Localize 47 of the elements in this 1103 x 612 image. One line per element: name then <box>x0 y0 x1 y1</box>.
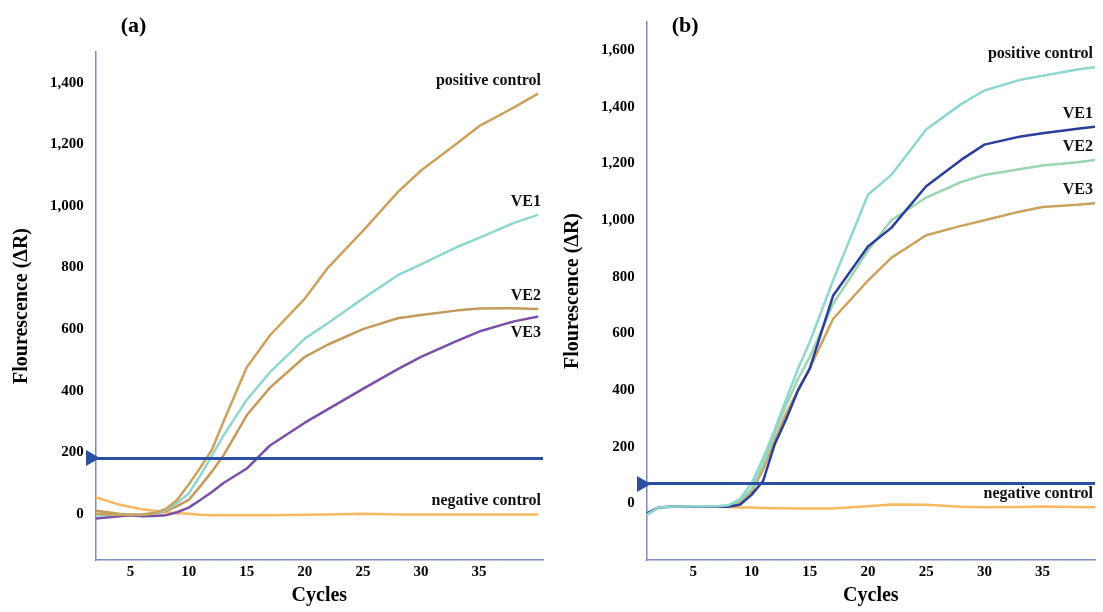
series-label: VE2 <box>510 286 541 304</box>
chart-title: (b) <box>671 12 699 37</box>
y-tick-label: 1,400 <box>50 73 84 90</box>
series-label: negative control <box>431 491 542 510</box>
x-tick-label: 10 <box>744 562 760 579</box>
x-tick-label: 25 <box>355 562 371 579</box>
y-tick-label: 800 <box>612 267 635 284</box>
series-label: positive control <box>435 71 542 90</box>
y-tick-label: 1,200 <box>601 154 635 171</box>
series-label: VE2 <box>1062 136 1093 154</box>
y-tick-label: 1,000 <box>50 196 84 213</box>
x-axis-title: Cycles <box>291 583 348 607</box>
x-tick-label: 5 <box>689 562 698 579</box>
chart-title: (a) <box>120 12 147 37</box>
x-tick-label: 30 <box>413 562 429 579</box>
x-tick-label: 5 <box>126 562 135 579</box>
x-tick-label: 15 <box>239 562 255 579</box>
x-axis-title: Cycles <box>843 583 899 607</box>
x-tick-label: 20 <box>860 562 876 579</box>
x-tick-label: 20 <box>297 562 313 579</box>
series-label: VE1 <box>1062 103 1093 121</box>
y-tick-label: 0 <box>76 504 84 521</box>
y-tick-label: 400 <box>612 380 635 397</box>
series-label: negative control <box>983 484 1094 503</box>
y-tick-label: 400 <box>61 381 84 398</box>
y-tick-label: 0 <box>627 494 635 511</box>
y-tick-label: 1,400 <box>601 97 635 114</box>
y-tick-label: 1,200 <box>50 135 84 152</box>
x-tick-label: 25 <box>918 562 934 579</box>
y-tick-label: 1,600 <box>601 41 635 58</box>
x-tick-label: 35 <box>471 562 487 579</box>
y-axis-title: Flourescence (ΔR) <box>560 212 584 370</box>
x-tick-label: 10 <box>181 562 197 579</box>
y-tick-label: 600 <box>612 324 635 341</box>
x-tick-label: 30 <box>976 562 992 579</box>
y-tick-label: 800 <box>61 258 84 275</box>
y-tick-label: 200 <box>61 443 84 460</box>
x-tick-label: 15 <box>802 562 818 579</box>
series-label: positive control <box>987 44 1094 63</box>
series-label: VE3 <box>1062 180 1093 198</box>
series-label: VE3 <box>510 322 541 340</box>
y-tick-label: 600 <box>61 319 84 336</box>
y-axis-title: Flourescence (ΔR) <box>9 227 33 385</box>
x-tick-label: 35 <box>1035 562 1051 579</box>
series-label: VE1 <box>510 192 541 210</box>
y-tick-label: 200 <box>612 437 635 454</box>
y-tick-label: 1,000 <box>601 211 635 228</box>
